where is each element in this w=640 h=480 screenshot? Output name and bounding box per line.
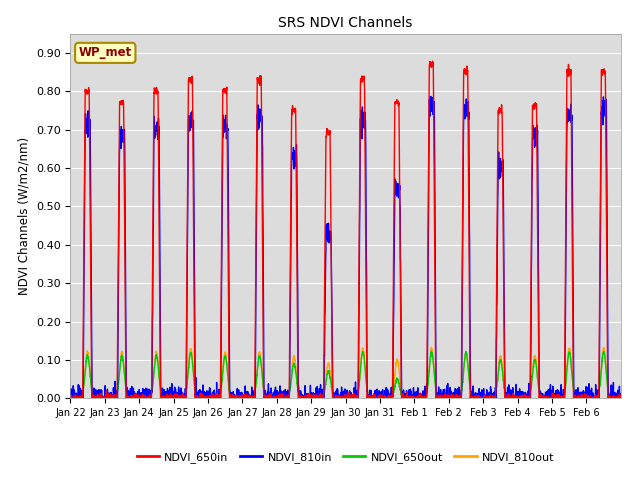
NDVI_810out [611,395,619,401]
NDVI_810in [427,94,435,99]
NDVI_650in [465,221,473,227]
NDVI_650out [179,395,187,400]
NDVI_650in [533,156,541,162]
NDVI_650out [428,348,435,354]
NDVI_650in [67,396,74,401]
NDVI_650in [617,395,625,400]
NDVI_650out [617,396,625,401]
NDVI_810out [67,396,74,401]
NDVI_650out [533,367,541,373]
NDVI_650in [429,58,436,64]
NDVI_810in [416,396,424,401]
Line: NDVI_810in: NDVI_810in [70,96,621,398]
NDVI_810out [617,396,625,401]
NDVI_810in [611,389,619,395]
Title: SRS NDVI Channels: SRS NDVI Channels [278,16,413,30]
NDVI_810in [67,396,74,401]
NDVI_810out [533,365,541,371]
NDVI_810out [179,395,187,400]
NDVI_810in [465,109,472,115]
NDVI_650out [416,396,424,401]
NDVI_650in [417,395,424,400]
NDVI_810out [500,381,508,386]
NDVI_650in [611,396,619,401]
Line: NDVI_810out: NDVI_810out [70,347,621,398]
Text: WP_met: WP_met [79,47,132,60]
NDVI_650out [500,383,508,388]
NDVI_810out [416,396,424,401]
NDVI_810in [179,396,187,401]
NDVI_650in [67,395,74,400]
NDVI_810out [465,372,472,378]
NDVI_810in [500,252,508,257]
Y-axis label: NDVI Channels (W/m2/nm): NDVI Channels (W/m2/nm) [17,137,30,295]
NDVI_810in [617,391,625,396]
Line: NDVI_650out: NDVI_650out [70,351,621,398]
NDVI_650in [179,396,187,401]
NDVI_810out [428,344,435,350]
NDVI_650in [500,325,508,331]
NDVI_810in [533,129,541,134]
NDVI_650out [465,372,472,378]
NDVI_650out [611,395,619,401]
Legend: NDVI_650in, NDVI_810in, NDVI_650out, NDVI_810out: NDVI_650in, NDVI_810in, NDVI_650out, NDV… [132,448,559,468]
Line: NDVI_650in: NDVI_650in [70,61,621,398]
NDVI_650out [67,396,74,401]
